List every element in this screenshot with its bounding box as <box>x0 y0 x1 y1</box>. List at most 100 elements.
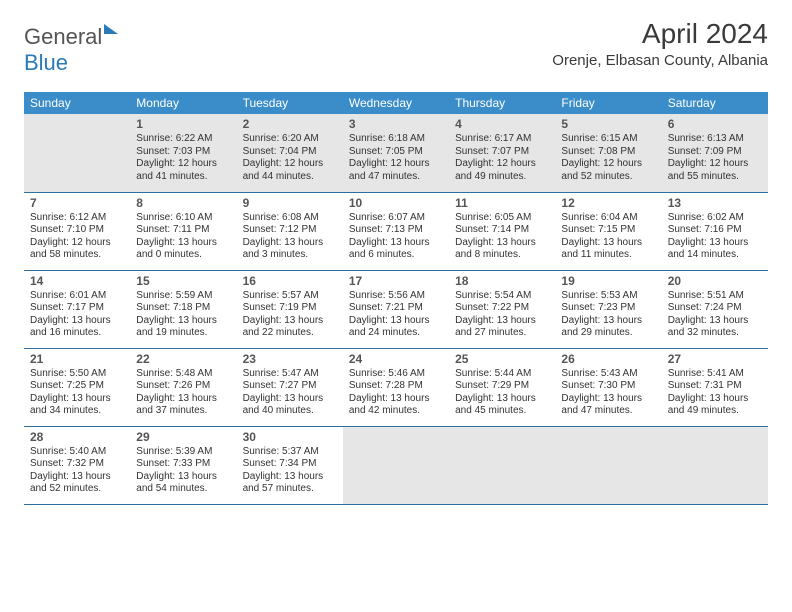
day-cell: 10Sunrise: 6:07 AMSunset: 7:13 PMDayligh… <box>343 192 449 270</box>
day-number: 3 <box>349 117 443 132</box>
day-number: 10 <box>349 196 443 211</box>
day-cell: 11Sunrise: 6:05 AMSunset: 7:14 PMDayligh… <box>449 192 555 270</box>
weekday-mon: Monday <box>130 92 236 114</box>
daylight: Daylight: 13 hours and 45 minutes. <box>455 393 549 418</box>
day-info: Sunrise: 5:54 AMSunset: 7:22 PMDaylight:… <box>455 290 549 340</box>
calendar-row: 28Sunrise: 5:40 AMSunset: 7:32 PMDayligh… <box>24 426 768 504</box>
weekday-tue: Tuesday <box>237 92 343 114</box>
day-cell: 18Sunrise: 5:54 AMSunset: 7:22 PMDayligh… <box>449 270 555 348</box>
day-number: 18 <box>455 274 549 289</box>
sunset: Sunset: 7:03 PM <box>136 146 230 159</box>
day-cell: 8Sunrise: 6:10 AMSunset: 7:11 PMDaylight… <box>130 192 236 270</box>
day-number: 30 <box>243 430 337 445</box>
sunset: Sunset: 7:29 PM <box>455 380 549 393</box>
daylight: Daylight: 12 hours and 55 minutes. <box>668 158 762 183</box>
day-info: Sunrise: 6:18 AMSunset: 7:05 PMDaylight:… <box>349 133 443 183</box>
logo-part2: Blue <box>24 50 68 75</box>
sunset: Sunset: 7:19 PM <box>243 302 337 315</box>
sunrise: Sunrise: 5:41 AM <box>668 368 762 381</box>
day-number: 16 <box>243 274 337 289</box>
daylight: Daylight: 13 hours and 8 minutes. <box>455 237 549 262</box>
sunset: Sunset: 7:04 PM <box>243 146 337 159</box>
day-number: 11 <box>455 196 549 211</box>
day-info: Sunrise: 5:37 AMSunset: 7:34 PMDaylight:… <box>243 446 337 496</box>
day-info: Sunrise: 5:43 AMSunset: 7:30 PMDaylight:… <box>561 368 655 418</box>
calendar-row: 7Sunrise: 6:12 AMSunset: 7:10 PMDaylight… <box>24 192 768 270</box>
day-cell: 12Sunrise: 6:04 AMSunset: 7:15 PMDayligh… <box>555 192 661 270</box>
weekday-sat: Saturday <box>662 92 768 114</box>
sunset: Sunset: 7:28 PM <box>349 380 443 393</box>
day-cell: 23Sunrise: 5:47 AMSunset: 7:27 PMDayligh… <box>237 348 343 426</box>
sunset: Sunset: 7:16 PM <box>668 224 762 237</box>
day-cell: 14Sunrise: 6:01 AMSunset: 7:17 PMDayligh… <box>24 270 130 348</box>
sunset: Sunset: 7:10 PM <box>30 224 124 237</box>
day-info: Sunrise: 5:44 AMSunset: 7:29 PMDaylight:… <box>455 368 549 418</box>
daylight: Daylight: 13 hours and 16 minutes. <box>30 315 124 340</box>
sunset: Sunset: 7:22 PM <box>455 302 549 315</box>
day-info: Sunrise: 5:59 AMSunset: 7:18 PMDaylight:… <box>136 290 230 340</box>
daylight: Daylight: 13 hours and 34 minutes. <box>30 393 124 418</box>
daylight: Daylight: 13 hours and 49 minutes. <box>668 393 762 418</box>
sunrise: Sunrise: 6:08 AM <box>243 212 337 225</box>
sunset: Sunset: 7:31 PM <box>668 380 762 393</box>
day-info: Sunrise: 5:56 AMSunset: 7:21 PMDaylight:… <box>349 290 443 340</box>
day-cell: 22Sunrise: 5:48 AMSunset: 7:26 PMDayligh… <box>130 348 236 426</box>
day-number: 8 <box>136 196 230 211</box>
daylight: Daylight: 13 hours and 42 minutes. <box>349 393 443 418</box>
sunrise: Sunrise: 6:07 AM <box>349 212 443 225</box>
daylight: Daylight: 12 hours and 49 minutes. <box>455 158 549 183</box>
sunset: Sunset: 7:30 PM <box>561 380 655 393</box>
daylight: Daylight: 13 hours and 22 minutes. <box>243 315 337 340</box>
day-cell: 1Sunrise: 6:22 AMSunset: 7:03 PMDaylight… <box>130 114 236 192</box>
day-cell: 26Sunrise: 5:43 AMSunset: 7:30 PMDayligh… <box>555 348 661 426</box>
day-number: 1 <box>136 117 230 132</box>
day-cell: 3Sunrise: 6:18 AMSunset: 7:05 PMDaylight… <box>343 114 449 192</box>
day-cell: 19Sunrise: 5:53 AMSunset: 7:23 PMDayligh… <box>555 270 661 348</box>
day-info: Sunrise: 6:10 AMSunset: 7:11 PMDaylight:… <box>136 212 230 262</box>
day-info: Sunrise: 5:46 AMSunset: 7:28 PMDaylight:… <box>349 368 443 418</box>
logo-part1: General <box>24 24 102 49</box>
day-info: Sunrise: 5:50 AMSunset: 7:25 PMDaylight:… <box>30 368 124 418</box>
day-info: Sunrise: 6:04 AMSunset: 7:15 PMDaylight:… <box>561 212 655 262</box>
sunrise: Sunrise: 6:02 AM <box>668 212 762 225</box>
sunset: Sunset: 7:26 PM <box>136 380 230 393</box>
sunrise: Sunrise: 6:15 AM <box>561 133 655 146</box>
weekday-wed: Wednesday <box>343 92 449 114</box>
blank-cell <box>449 426 555 504</box>
logo-sail-icon <box>104 24 118 34</box>
day-number: 7 <box>30 196 124 211</box>
blank-cell <box>24 114 130 192</box>
calendar-row: 1Sunrise: 6:22 AMSunset: 7:03 PMDaylight… <box>24 114 768 192</box>
day-number: 15 <box>136 274 230 289</box>
weekday-thu: Thursday <box>449 92 555 114</box>
sunrise: Sunrise: 5:44 AM <box>455 368 549 381</box>
sunset: Sunset: 7:21 PM <box>349 302 443 315</box>
sunset: Sunset: 7:08 PM <box>561 146 655 159</box>
sunrise: Sunrise: 5:51 AM <box>668 290 762 303</box>
day-info: Sunrise: 6:01 AMSunset: 7:17 PMDaylight:… <box>30 290 124 340</box>
sunrise: Sunrise: 5:50 AM <box>30 368 124 381</box>
logo: General Blue <box>24 18 118 76</box>
sunrise: Sunrise: 6:17 AM <box>455 133 549 146</box>
daylight: Daylight: 13 hours and 40 minutes. <box>243 393 337 418</box>
day-number: 24 <box>349 352 443 367</box>
day-info: Sunrise: 6:13 AMSunset: 7:09 PMDaylight:… <box>668 133 762 183</box>
day-number: 25 <box>455 352 549 367</box>
page-title: April 2024 <box>552 18 768 50</box>
sunrise: Sunrise: 5:40 AM <box>30 446 124 459</box>
daylight: Daylight: 12 hours and 47 minutes. <box>349 158 443 183</box>
day-number: 4 <box>455 117 549 132</box>
day-cell: 17Sunrise: 5:56 AMSunset: 7:21 PMDayligh… <box>343 270 449 348</box>
sunrise: Sunrise: 5:46 AM <box>349 368 443 381</box>
sunset: Sunset: 7:33 PM <box>136 458 230 471</box>
sunrise: Sunrise: 6:05 AM <box>455 212 549 225</box>
daylight: Daylight: 13 hours and 54 minutes. <box>136 471 230 496</box>
sunrise: Sunrise: 5:56 AM <box>349 290 443 303</box>
day-cell: 30Sunrise: 5:37 AMSunset: 7:34 PMDayligh… <box>237 426 343 504</box>
calendar-row: 14Sunrise: 6:01 AMSunset: 7:17 PMDayligh… <box>24 270 768 348</box>
calendar-body: 1Sunrise: 6:22 AMSunset: 7:03 PMDaylight… <box>24 114 768 504</box>
sunset: Sunset: 7:12 PM <box>243 224 337 237</box>
calendar-table: Sunday Monday Tuesday Wednesday Thursday… <box>24 92 768 505</box>
daylight: Daylight: 13 hours and 37 minutes. <box>136 393 230 418</box>
daylight: Daylight: 12 hours and 58 minutes. <box>30 237 124 262</box>
